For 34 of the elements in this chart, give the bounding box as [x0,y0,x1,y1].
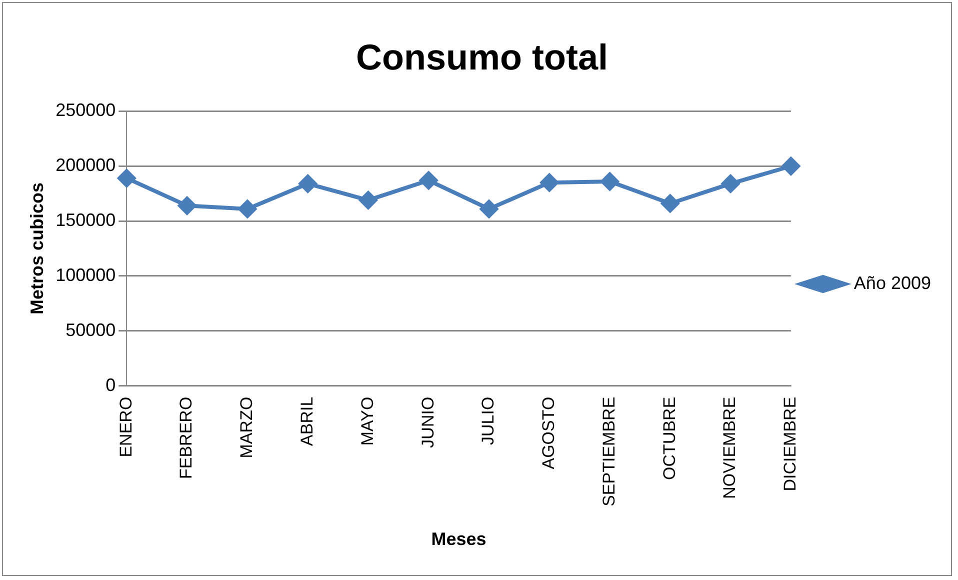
chart-title: Consumo total [356,36,608,78]
point [540,174,558,192]
legend-label: Año 2009 [854,272,932,293]
point [600,172,619,191]
y-axis-title: Metros cubicos [26,182,47,315]
x-tick-label: ABRIL [298,396,317,446]
y-tick-label: 200000 [56,155,116,176]
point [782,157,800,176]
x-tick-label: OCTUBRE [660,396,679,480]
point [178,196,196,215]
point [238,200,256,218]
y-tick-label: 50000 [66,320,116,340]
point [480,200,498,218]
x-tick-label: AGOSTO [539,396,558,470]
point [359,191,378,210]
point [118,169,136,188]
x-tick-label: MAYO [358,396,377,446]
x-tick-label: DICIEMBRE [780,396,800,492]
x-tick-label: ENERO [116,396,136,458]
x-tick-label: JULIO [478,396,498,446]
x-tick-label: MARZO [237,396,256,458]
point [298,174,317,193]
x-tick-label: JUNIO [418,396,438,448]
y-tick-label: 0 [106,374,116,395]
y-tick-label: 250000 [56,100,116,120]
point [420,171,438,190]
y-tick-label: 150000 [56,210,116,230]
point [661,194,680,212]
x-tick-label: FEBRERO [176,396,196,480]
x-axis-title: Meses [431,529,486,550]
x-tick-label: NOVIEMBRE [720,396,740,499]
x-tick-label: SEPTIEMBRE [599,396,618,506]
y-tick-label: 100000 [56,264,116,285]
point [722,174,740,193]
